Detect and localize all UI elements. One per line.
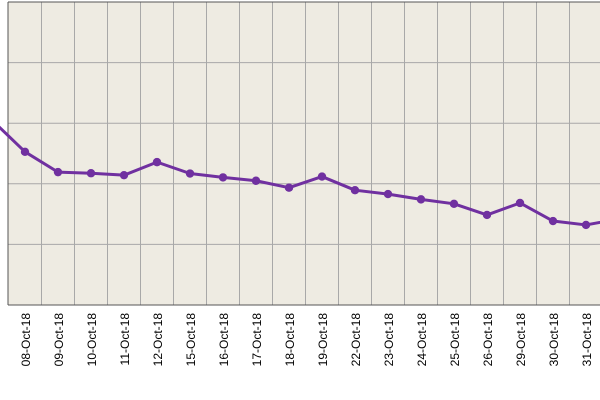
data-point bbox=[416, 195, 426, 204]
data-point bbox=[449, 199, 459, 209]
data-point bbox=[383, 189, 393, 199]
data-point bbox=[185, 169, 195, 178]
series-layer bbox=[0, 125, 600, 230]
x-tick-label: 08-Oct-18 bbox=[19, 313, 33, 367]
data-point bbox=[482, 210, 492, 220]
x-axis-tick-labels: 08-Oct-18 09-Oct-18 10-Oct-18 11-Oct-18 12-O… bbox=[19, 313, 594, 367]
x-tick-label: 18-Oct-18 bbox=[283, 313, 297, 367]
x-tick-label: 30-Oct-18 bbox=[547, 313, 561, 367]
data-point bbox=[218, 173, 228, 182]
data-point bbox=[548, 216, 558, 226]
x-tick-label: 26-Oct-18 bbox=[481, 313, 495, 367]
x-tick-label: 25-Oct-18 bbox=[448, 313, 462, 367]
data-point bbox=[515, 198, 525, 208]
x-tick-label: 15-Oct-18 bbox=[184, 313, 198, 367]
x-tick-label: 11-Oct-18 bbox=[118, 313, 132, 366]
x-tick-label: 16-Oct-18 bbox=[217, 313, 231, 367]
x-tick-label: 12-Oct-18 bbox=[151, 313, 165, 367]
plot-frame bbox=[7, 1, 600, 306]
series-line bbox=[0, 125, 600, 227]
x-tick-label: 19-Oct-18 bbox=[316, 313, 330, 367]
data-point bbox=[20, 147, 30, 157]
data-point bbox=[53, 167, 63, 177]
x-tick-label: 29-Oct-18 bbox=[514, 313, 528, 367]
x-tick-label: 23-Oct-18 bbox=[382, 313, 396, 367]
data-point bbox=[317, 172, 327, 181]
x-tick-label: 09-Oct-18 bbox=[52, 313, 66, 367]
x-tick-label: 10-Oct-18 bbox=[85, 313, 99, 367]
data-point bbox=[152, 157, 162, 167]
data-point bbox=[284, 183, 294, 192]
data-point bbox=[581, 220, 591, 230]
data-point bbox=[251, 176, 261, 185]
data-point bbox=[350, 185, 360, 195]
data-point bbox=[119, 170, 129, 180]
data-point bbox=[86, 169, 96, 178]
x-tick-label: 17-Oct-18 bbox=[250, 313, 264, 367]
plot-area bbox=[8, 2, 600, 305]
x-tick-label: 31-Oct-18 bbox=[580, 313, 594, 367]
x-tick-label: 22-Oct-18 bbox=[349, 313, 363, 367]
x-tick-label: 24-Oct-18 bbox=[415, 313, 429, 367]
